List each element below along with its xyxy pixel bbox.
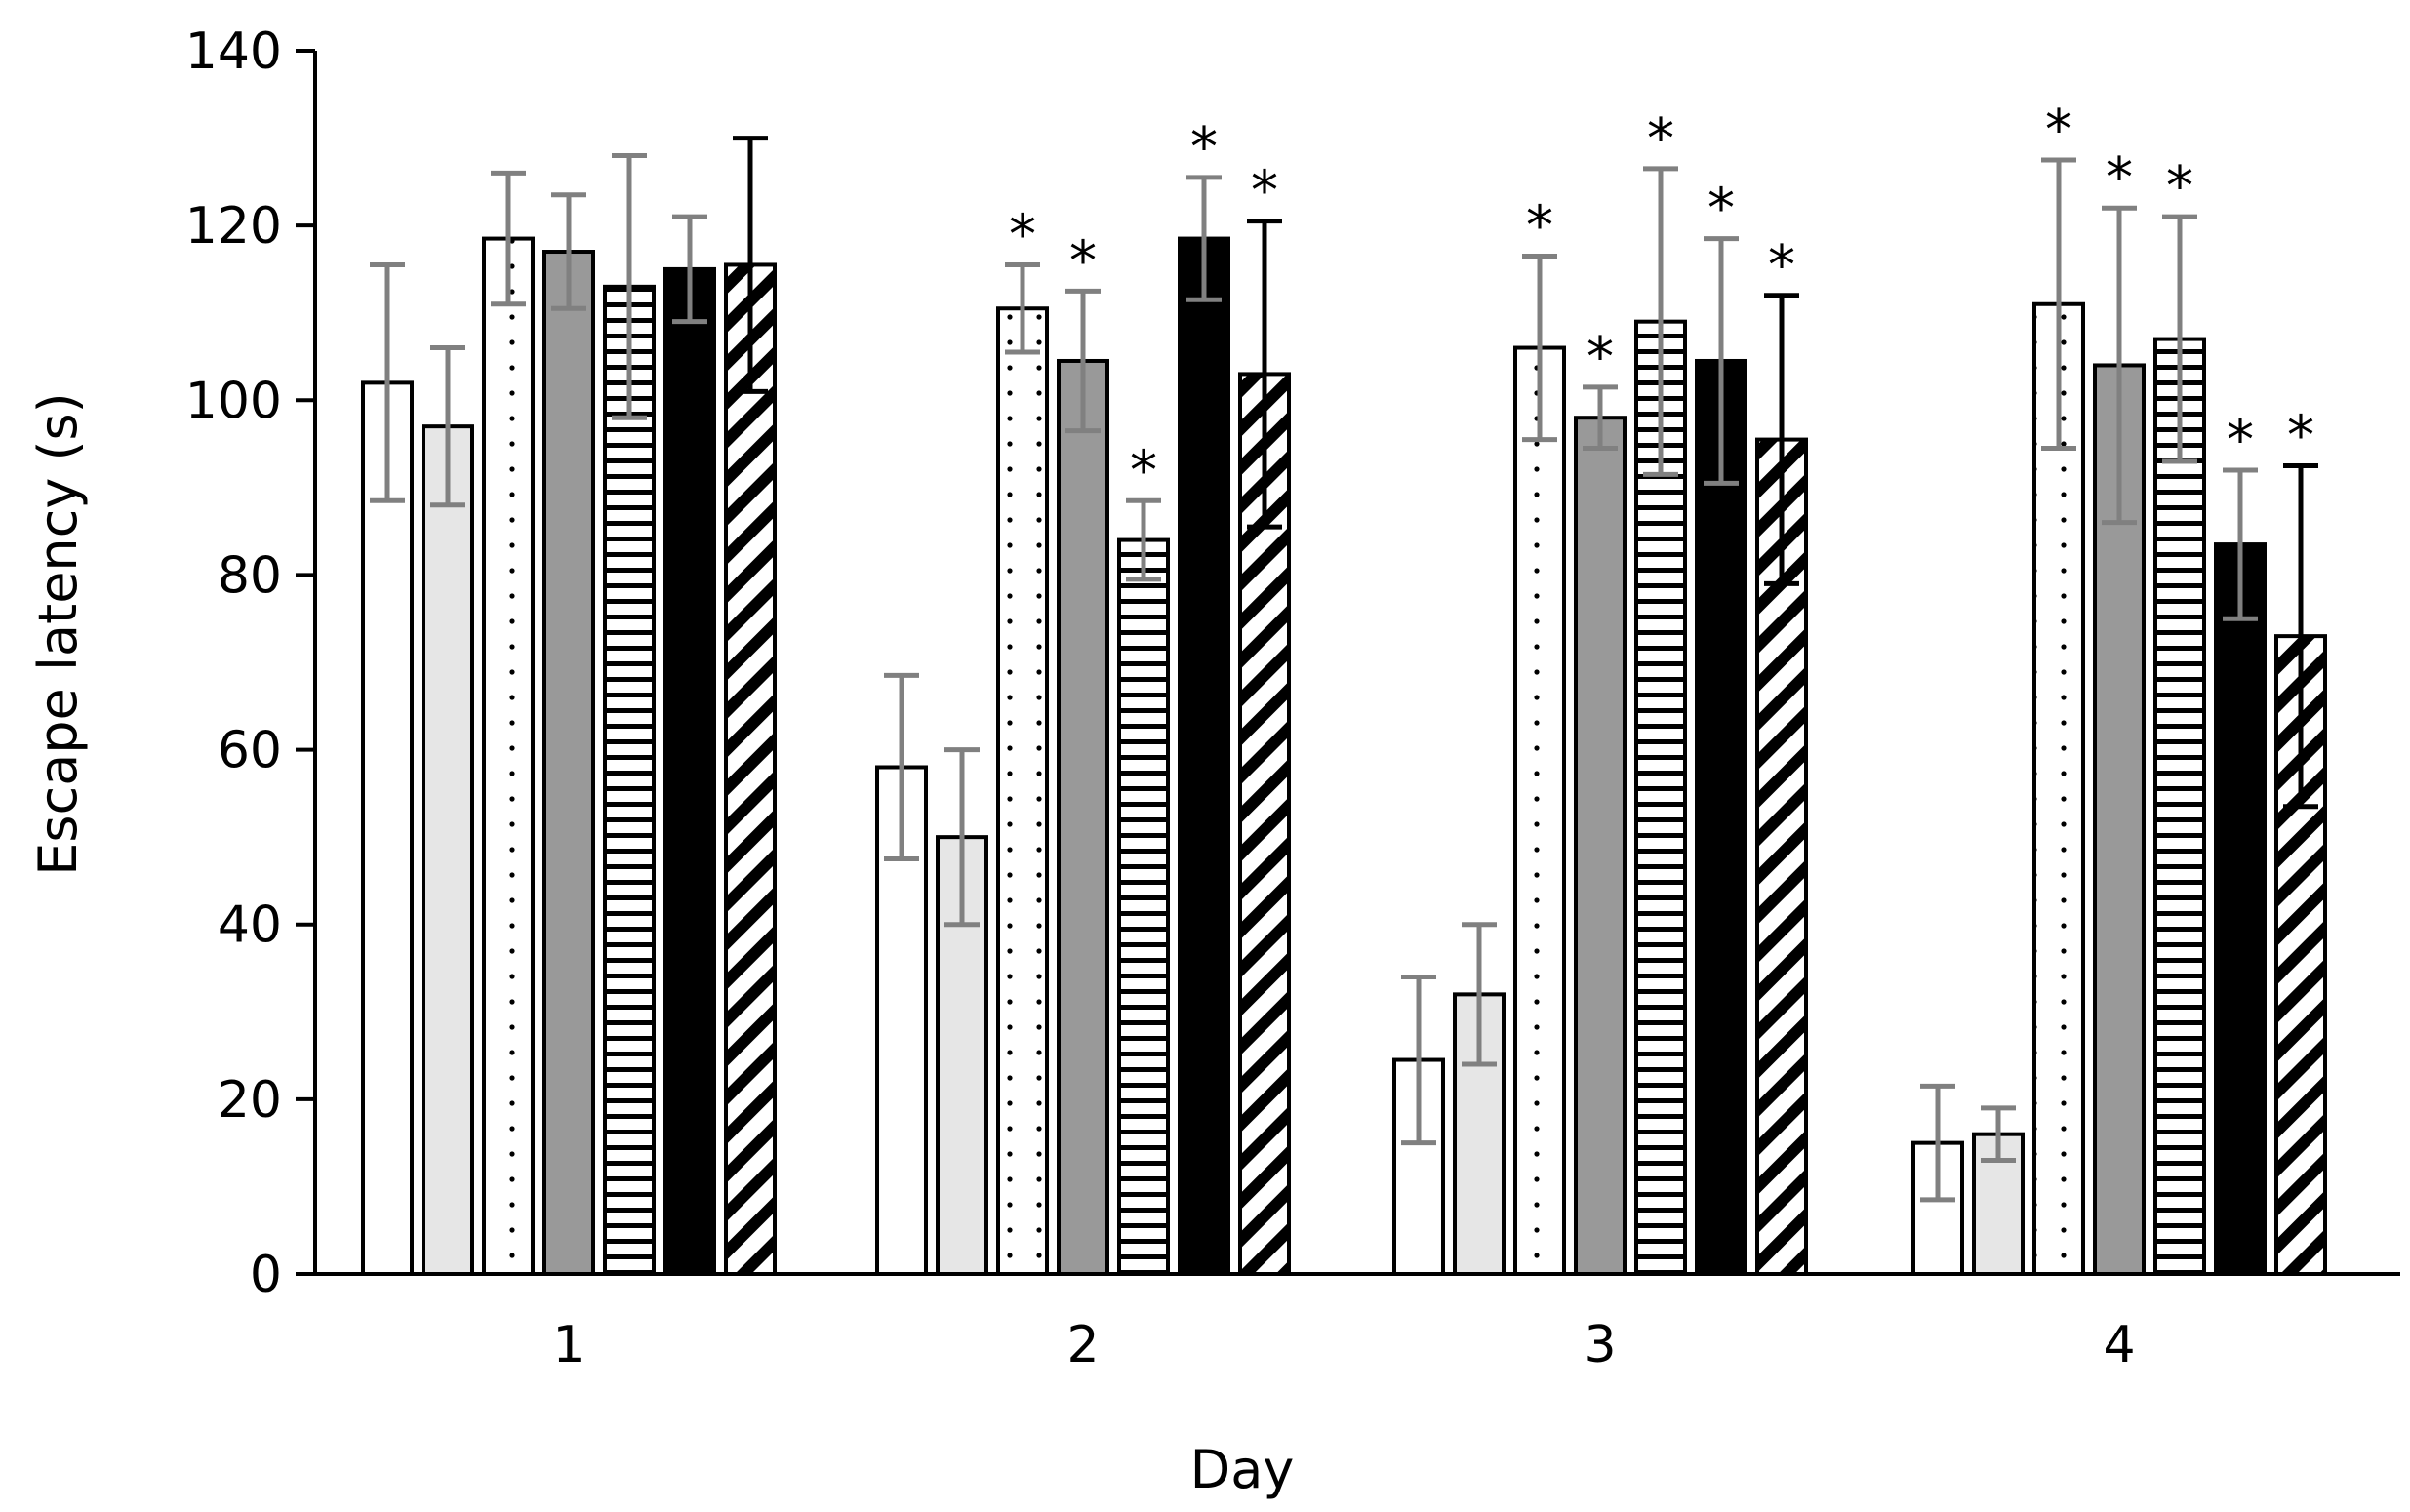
significance-star-day4-series-7: * [2287,404,2314,467]
bars [361,236,2327,1277]
errorbar-day2-series-5 [1126,497,1161,582]
errorbar-day4-series-7 [2283,462,2318,810]
significance-star-day2-series-7: * [1251,160,1278,223]
bar-day3-series-5 [1634,319,1687,1276]
errorbar-day4-series-1 [1920,1083,1955,1203]
errorbar-day1-series-1 [370,261,405,503]
bar-day2-series-3 [996,306,1049,1276]
x-axis: 1 2 3 4 [315,1272,2400,1374]
x-tick-label-4: 4 [2103,1316,2135,1374]
bar-day1-series-5 [603,284,656,1277]
errorbar-day2-series-2 [944,747,980,928]
bar-day1-series-3 [482,236,535,1276]
errorbar-day1-series-3 [491,170,526,307]
y-tick-label-20: 20 [218,1071,282,1130]
significance-star-day3-series-4: * [1587,326,1614,389]
bar-day3-series-6 [1695,358,1747,1276]
bar-day3-series-4 [1574,416,1627,1276]
y-axis: 0 20 40 60 80 100 120 140 [185,22,317,1304]
y-tick-label-40: 40 [218,896,282,955]
bar-day4-series-1 [1911,1140,1964,1276]
significance-star-day2-series-6: * [1190,116,1218,179]
errorbar-day3-series-7 [1764,293,1799,586]
errorbar-day2-series-7 [1247,219,1282,530]
significance-star-day3-series-5: * [1647,107,1674,171]
x-axis-title: Day [1190,1439,1295,1500]
errorbar-day3-series-2 [1462,922,1497,1067]
errorbar-day2-series-1 [884,672,919,862]
bar-day1-series-7 [724,262,777,1277]
errorbar-day3-series-6 [1704,236,1739,486]
errorbar-day3-series-1 [1401,974,1436,1146]
errorbar-day4-series-3 [2041,157,2076,452]
significance-star-day4-series-5: * [2166,155,2193,219]
y-tick-label-100: 100 [185,372,282,430]
errorbar-day4-series-6 [2223,467,2258,621]
significance-star-day2-series-3: * [1009,203,1036,266]
errorbar-day2-series-4 [1065,288,1101,434]
errorbar-day1-series-5 [612,152,647,420]
y-tick-label-60: 60 [218,722,282,780]
significance-star-day4-series-3: * [2045,99,2072,162]
significance-star-day2-series-4: * [1069,229,1097,293]
errorbar-day3-series-5 [1643,166,1678,477]
bar-day1-series-6 [663,266,716,1276]
significance-star-day4-series-4: * [2106,146,2133,210]
bar-day3-series-3 [1513,345,1566,1276]
errorbar-day1-series-4 [551,192,586,311]
significance-star-day3-series-3: * [1526,194,1553,258]
bar-day4-series-5 [2153,337,2206,1277]
y-tick-label-120: 120 [185,197,282,256]
bar-day4-series-3 [2032,301,2085,1276]
significance-markers: * * * * * * * * * * * * * * * [1009,99,2314,502]
x-tick-label-3: 3 [1584,1316,1616,1374]
y-tick-label-0: 0 [250,1246,282,1304]
bar-day1-series-4 [542,250,595,1276]
bar-day2-series-7 [1238,372,1291,1276]
errorbar-day2-series-3 [1005,261,1040,355]
errorbar-day1-series-2 [430,345,465,508]
bar-day1-series-1 [361,380,414,1277]
bar-day1-series-2 [422,424,474,1276]
y-tick-label-140: 140 [185,22,282,81]
bar-day4-series-6 [2214,542,2267,1276]
x-tick-label-2: 2 [1066,1316,1099,1374]
y-tick-label-80: 80 [218,546,282,605]
errorbar-day4-series-5 [2162,214,2197,464]
significance-star-day3-series-7: * [1768,234,1795,298]
errorbar-day3-series-4 [1583,384,1618,452]
significance-star-day4-series-6: * [2227,409,2254,472]
errorbar-day4-series-2 [1981,1105,2016,1164]
bar-day2-series-5 [1117,537,1170,1276]
bar-day2-series-4 [1057,358,1109,1276]
error-bars [370,136,2318,1203]
y-axis-title: Escape latency (s) [27,392,89,876]
significance-star-day3-series-6: * [1707,178,1735,241]
x-tick-label-1: 1 [552,1316,584,1374]
bar-day2-series-6 [1178,236,1230,1276]
errorbar-day4-series-4 [2102,205,2137,526]
errorbar-day1-series-7 [733,136,768,394]
errorbar-day2-series-6 [1186,175,1222,302]
errorbar-day1-series-6 [672,214,707,325]
errorbar-day3-series-3 [1522,253,1557,443]
significance-star-day2-series-5: * [1130,439,1157,502]
